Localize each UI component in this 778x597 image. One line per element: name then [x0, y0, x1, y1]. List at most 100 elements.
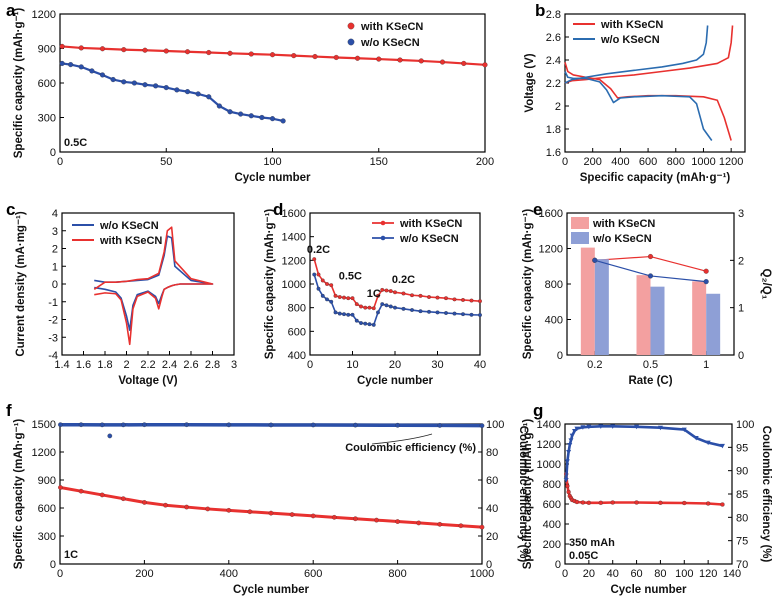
e-ratio-point — [592, 257, 598, 263]
g-xtick-label: 40 — [607, 568, 619, 580]
d-data-point — [376, 310, 380, 315]
g-ce-point — [568, 438, 574, 443]
a-data-point — [206, 94, 212, 100]
e-legend-0: with KSeCN — [592, 218, 655, 230]
d-data-point — [367, 305, 372, 310]
g-capacity-point — [705, 501, 711, 506]
g-ce-point — [566, 450, 572, 455]
d-data-point — [312, 257, 317, 262]
f-y2tick-label: 0 — [486, 559, 492, 571]
f-ce-point — [479, 423, 485, 429]
f-ce-point — [226, 422, 232, 428]
d-rate-label: 0.2C — [392, 274, 415, 286]
c-ytick-label: 2 — [52, 244, 58, 256]
g-ytick-label: 1400 — [537, 419, 561, 431]
d-data-point — [350, 296, 355, 301]
g-xtick-label: 140 — [723, 568, 741, 580]
f-ce-arrow — [371, 433, 433, 445]
a-ytick-label: 900 — [38, 44, 56, 56]
c-ytick-label: -1 — [48, 297, 58, 309]
a-data-point — [68, 62, 74, 68]
a-data-point — [110, 77, 116, 83]
a-data-point — [461, 60, 467, 66]
d-data-point — [363, 305, 368, 310]
g-ce-point — [719, 443, 725, 449]
d-data-point — [469, 312, 474, 317]
f-ce-point — [107, 433, 113, 439]
f-ce-label: Coulombic efficiency (%) — [345, 442, 476, 454]
g-capacity-point — [598, 500, 603, 505]
c-cv-curve-0 — [94, 235, 214, 331]
d-data-point — [478, 313, 482, 317]
a-data-point — [174, 87, 180, 93]
g-y2tick-label: 100 — [736, 419, 754, 431]
a-data-point — [184, 49, 191, 55]
b-legend-0: with KSeCN — [600, 19, 663, 31]
a-data-point — [121, 47, 127, 53]
e-y2tick-label: 3 — [738, 208, 744, 220]
d-data-point — [329, 299, 334, 304]
g-y2-axis-title: Coulombic efficiency (%) — [760, 426, 772, 563]
a-data-point — [99, 46, 106, 52]
d-data-point — [316, 272, 321, 277]
f-capacity-point — [458, 523, 464, 529]
f-capacity-point — [78, 488, 84, 494]
e-xtick-label: 1 — [703, 359, 709, 371]
f-xtick-label: 800 — [388, 568, 406, 580]
d-data-point — [354, 302, 359, 307]
f-capacity-point — [120, 496, 126, 502]
b-charge-curve-1 — [564, 25, 709, 84]
g-y2tick-label: 75 — [736, 536, 748, 548]
g-capacity-point — [580, 500, 586, 505]
g-ytick-label: 1000 — [537, 459, 561, 471]
g-capacity-point — [634, 500, 639, 505]
g-capacity-point — [658, 500, 663, 505]
f-y2-axis-title: Coulombic efficiency (%) — [517, 426, 529, 563]
g-ce-point — [580, 425, 586, 430]
a-data-point — [163, 85, 169, 91]
e-xtick-label: 0.2 — [587, 359, 602, 371]
g-y2tick-label: 85 — [736, 489, 748, 501]
e-legend-1-swatch — [571, 232, 589, 244]
f-y2tick-label: 60 — [486, 475, 498, 487]
b-ytick-label: 2.8 — [546, 9, 561, 21]
e-y2tick-label: 0 — [738, 350, 744, 362]
f-ce-point — [99, 422, 105, 428]
a-data-point — [248, 113, 254, 119]
panel-label-g: g — [533, 401, 543, 420]
e-y-axis-title: Specific capacity (mAh·g⁻¹) — [522, 209, 534, 360]
a-data-point — [248, 51, 254, 57]
c-ytick-label: -4 — [48, 350, 58, 362]
g-y2tick-label: 90 — [736, 466, 748, 478]
b-ytick-label: 1.6 — [546, 147, 561, 159]
f-capacity-point — [163, 502, 168, 508]
a-data-point — [312, 53, 318, 60]
b-xtick-label: 1000 — [691, 156, 715, 168]
a-xtick-label: 0 — [57, 156, 63, 168]
f-xtick-label: 200 — [135, 568, 153, 580]
d-data-point — [384, 288, 389, 293]
f-ce-point — [268, 422, 274, 428]
c-ytick-label: -2 — [48, 315, 58, 327]
g-ce-point — [693, 436, 699, 441]
g-ce-point — [572, 429, 578, 434]
d-data-point — [363, 321, 368, 326]
a-legend-0: with KSeCN — [360, 21, 423, 33]
d-rate-label: 0.5C — [339, 270, 362, 282]
e-ytick-label: 0 — [557, 350, 563, 362]
d-data-point — [359, 304, 363, 309]
d-data-point — [435, 295, 440, 300]
d-data-point — [337, 311, 342, 316]
d-ytick-label: 400 — [288, 350, 306, 362]
d-ytick-label: 1200 — [282, 255, 306, 267]
d-data-point — [410, 293, 414, 298]
a-xtick-label: 150 — [370, 156, 388, 168]
a-legend-1: w/o KSeCN — [360, 37, 420, 49]
d-data-point — [427, 295, 431, 299]
a-data-point — [259, 114, 265, 121]
b-x-axis-title: Specific capacity (mAh·g⁻¹) — [580, 172, 731, 184]
g-ce-point — [574, 426, 580, 432]
b-ytick-label: 2 — [555, 101, 561, 113]
d-data-point — [346, 312, 351, 317]
